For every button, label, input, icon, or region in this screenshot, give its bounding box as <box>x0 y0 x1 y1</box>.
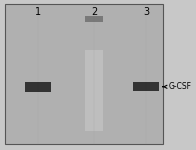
Text: 2: 2 <box>91 7 97 17</box>
Text: G-CSF: G-CSF <box>163 82 191 91</box>
FancyBboxPatch shape <box>25 82 52 92</box>
FancyBboxPatch shape <box>85 50 103 131</box>
FancyBboxPatch shape <box>85 16 103 22</box>
FancyBboxPatch shape <box>133 82 159 91</box>
Text: 3: 3 <box>143 7 149 17</box>
FancyBboxPatch shape <box>5 4 163 144</box>
Text: 1: 1 <box>35 7 42 17</box>
